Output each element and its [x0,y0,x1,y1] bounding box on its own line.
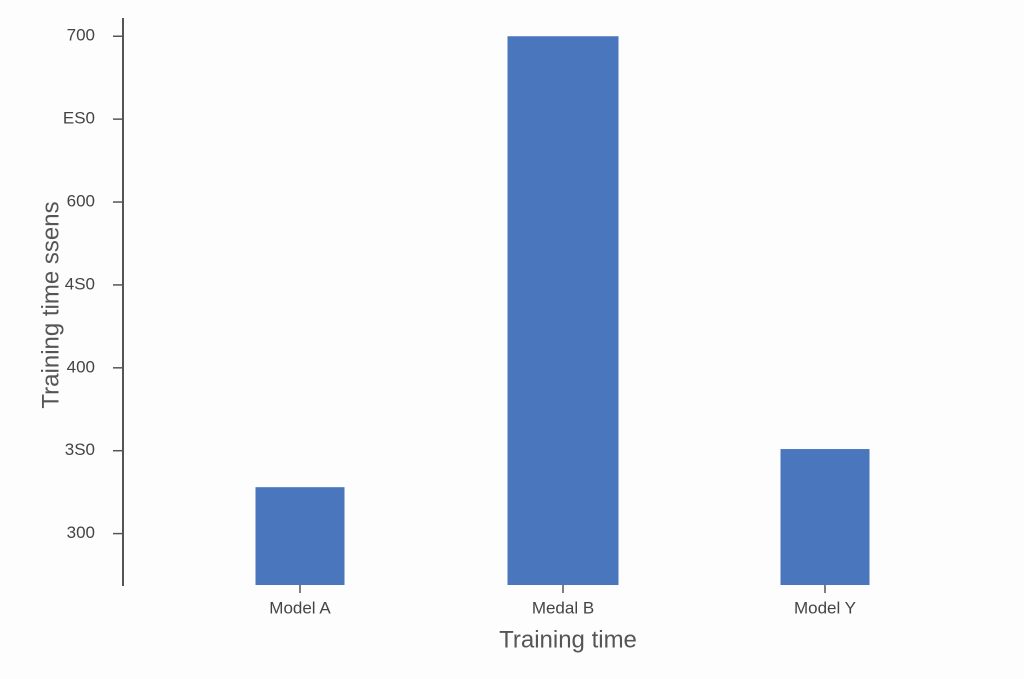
x-tick-label: Model Y [794,598,856,617]
y-tick-label: 400 [67,357,95,376]
bar [507,36,619,586]
y-tick-label: ES0 [63,109,95,128]
x-axis-label: Training time [499,626,637,653]
bar [255,487,345,585]
y-tick-label: 700 [67,26,95,45]
y-tick-label: 4S0 [65,274,95,293]
y-axis-label: Training time ssens [37,201,64,408]
y-tick-label: 3S0 [65,440,95,459]
y-tick-label: 600 [67,192,95,211]
x-tick-label: Medal B [532,598,594,617]
y-tick-label: 300 [67,523,95,542]
bar [780,449,870,585]
x-tick-label: Model A [269,598,331,617]
